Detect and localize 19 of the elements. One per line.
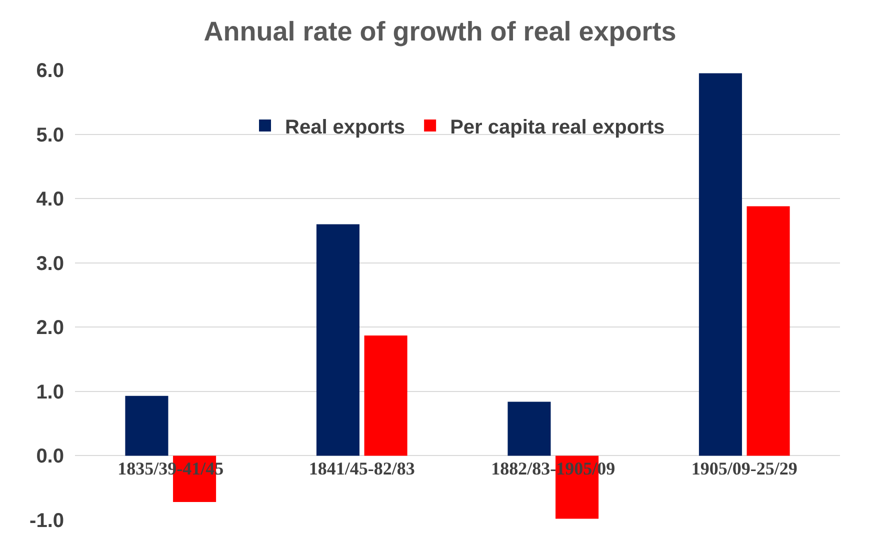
y-tick-label: 3.0 [36,252,64,275]
y-tick-label: 5.0 [36,124,64,146]
y-tick-label: -1.0 [30,510,64,532]
y-tick-label: 4.0 [36,188,64,211]
bar [746,206,790,456]
y-tick-label: 6.0 [36,60,64,82]
y-tick-label: 1.0 [36,381,64,404]
x-tick-label: 1841/45-82/83 [308,458,415,479]
bar [508,402,551,456]
y-tick-label: 0.0 [36,446,64,468]
legend-label: Per capita real exports [450,116,665,138]
bar [125,396,168,456]
bar [316,224,360,456]
bar [364,336,408,456]
y-tick-label: 2.0 [36,317,64,340]
chart-title: Annual rate of growth of real exports [204,16,676,46]
legend-label: Real exports [285,116,406,138]
bar [698,73,742,456]
x-tick-label: 1905/09-25/29 [691,458,798,479]
